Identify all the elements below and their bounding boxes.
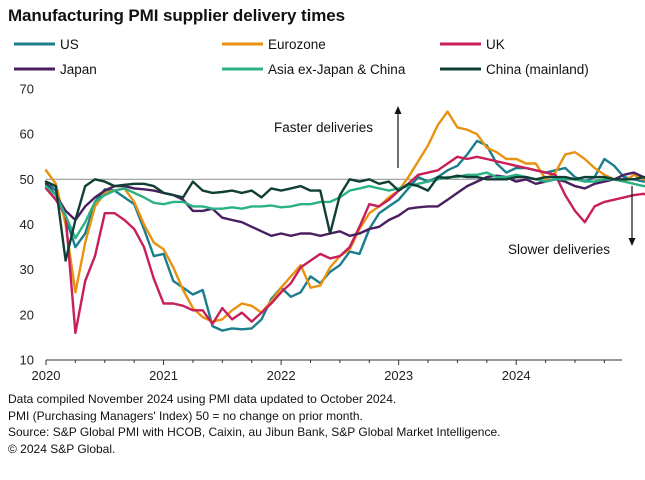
series-line-china-mainland [44,174,645,262]
footnote-source: Source: S&P Global PMI with HCOB, Caixin… [8,425,501,440]
x-tick-label: 2024 [502,368,531,383]
x-tick-label: 2020 [32,368,61,383]
annotation-faster: Faster deliveries [274,120,373,135]
legend-label-japan: Japan [60,62,97,77]
legend: US Eurozone UK Japan Asia ex-Japan & Chi… [14,37,589,77]
footnotes: Data compiled November 2024 using PMI da… [8,391,500,457]
legend-label-uk: UK [486,37,505,52]
footnote-copyright: © 2024 S&P Global. [8,441,116,456]
legend-label-asia: Asia ex-Japan & China [268,62,406,77]
y-tick-label: 40 [20,217,34,232]
chart-title: Manufacturing PMI supplier delivery time… [8,6,345,25]
arrow-down-head [628,238,636,246]
y-tick-label: 70 [20,82,34,97]
annotation-slower: Slower deliveries [508,242,610,257]
y-axis: 10 20 30 40 50 60 70 [20,82,34,368]
y-tick-label: 50 [20,172,34,187]
x-axis: 2020 2021 2022 2023 2024 [32,359,622,383]
series-line-uk [44,155,645,335]
chart-canvas: US Eurozone UK Japan Asia ex-Japan & Chi… [14,37,645,383]
x-tick-label: 2022 [267,368,296,383]
annotations: Faster deliveries Slower deliveries [274,106,636,257]
legend-label-eurozone: Eurozone [268,37,326,52]
x-tick-label: 2021 [149,368,178,383]
y-tick-label: 30 [20,262,34,277]
arrow-up-head [394,106,402,114]
legend-label-china: China (mainland) [486,62,589,77]
series-line-eurozone [44,110,645,323]
legend-label-us: US [60,37,79,52]
series-lines [44,110,645,335]
series-line-us [44,139,645,332]
y-tick-label: 60 [20,127,34,142]
series-line-japan [44,171,645,238]
series-line-asia-ex-japan-china [44,171,645,240]
y-tick-label: 10 [20,353,34,368]
x-tick-label: 2023 [384,368,413,383]
footnote-data-compiled: Data compiled November 2024 using PMI da… [8,392,397,406]
y-tick-label: 20 [20,307,34,322]
footnote-pmi-definition: PMI (Purchasing Managers' Index) 50 = no… [8,408,363,423]
